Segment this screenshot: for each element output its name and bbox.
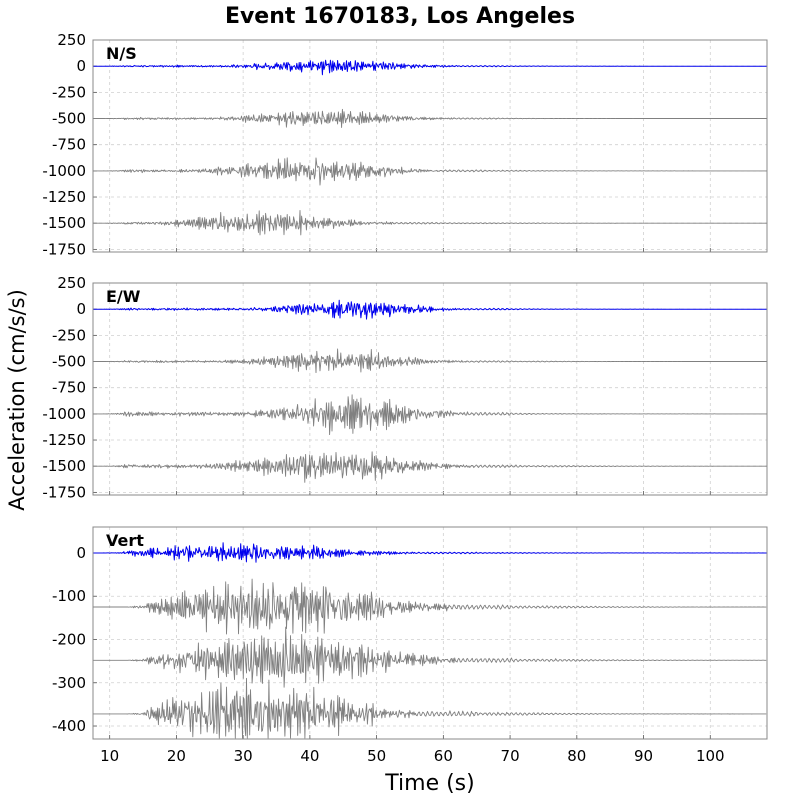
y-tick-label: 0 <box>76 300 86 318</box>
x-tick-label: 70 <box>501 747 520 765</box>
x-tick-label: 80 <box>567 747 586 765</box>
y-tick-label: 0 <box>76 57 86 75</box>
x-tick-label: 60 <box>434 747 453 765</box>
y-tick-label: -750 <box>52 379 86 397</box>
seismic-trace-secondary <box>93 157 767 186</box>
plot-frame <box>92 39 768 253</box>
y-tick-label: -250 <box>52 326 86 344</box>
plot-frame <box>92 526 768 740</box>
x-tick-label: 90 <box>634 747 653 765</box>
seismic-trace-secondary <box>93 578 767 635</box>
y-axis-label: Acceleration (cm/s/s) <box>5 289 29 511</box>
x-tick-label: 20 <box>167 747 186 765</box>
y-tick-label: -500 <box>52 110 86 128</box>
panel-n-s: 250 0 -250 -500 -750 -1000 -1250 -1500 -1750 N/S <box>42 31 768 258</box>
y-tick-label: -1500 <box>42 214 86 232</box>
y-tick-label: -1750 <box>42 240 86 258</box>
seismic-trace-primary <box>93 59 767 76</box>
seismic-trace-secondary <box>93 626 767 688</box>
seismic-trace-secondary <box>93 108 767 128</box>
panel-label: E/W <box>106 287 141 306</box>
x-tick-label: 10 <box>100 747 119 765</box>
panel-e-w: 250 0 -250 -500 -750 -1000 -1250 -1500 -1750 E/W <box>42 274 768 501</box>
y-tick-label: -750 <box>52 136 86 154</box>
y-tick-label: -1250 <box>42 188 86 206</box>
x-tick-label: 50 <box>367 747 386 765</box>
y-tick-label: -500 <box>52 353 86 371</box>
plot-area <box>93 283 767 495</box>
y-tick-label: 250 <box>57 31 86 49</box>
panel-label: N/S <box>106 44 137 63</box>
y-tick-label: -200 <box>52 630 86 648</box>
chart-title: Event 1670183, Los Angeles <box>225 4 575 29</box>
x-tick-label: 100 <box>696 747 725 765</box>
y-tick-label: 0 <box>76 544 86 562</box>
y-tick-label: -100 <box>52 587 86 605</box>
seismic-trace-primary <box>93 542 767 563</box>
x-axis-label: Time (s) <box>384 771 474 796</box>
plot-area <box>93 40 767 252</box>
plot-frame <box>92 282 768 496</box>
seismic-trace-secondary <box>93 677 767 739</box>
y-tick-label: -1000 <box>42 405 86 423</box>
y-tick-label: -300 <box>52 674 86 692</box>
seismic-trace-primary <box>93 299 767 320</box>
y-tick-label: -400 <box>52 717 86 735</box>
y-tick-label: -250 <box>52 83 86 101</box>
seismic-trace-secondary <box>93 210 767 236</box>
y-tick-label: -1750 <box>42 483 86 501</box>
panels-group: 2500-250-500-750-1000-1250-1500-1750N/S2… <box>42 31 768 765</box>
panel-label: Vert <box>106 531 144 550</box>
y-tick-label: -1500 <box>42 457 86 475</box>
seismic-trace-secondary <box>93 451 767 483</box>
x-tick-label: 30 <box>234 747 253 765</box>
panel-vert: 10 20 30 40 50 60 70 80 90 100 0 -100 -200 -300 -400 Ve… <box>52 526 768 765</box>
seismic-trace-secondary <box>93 394 767 436</box>
y-tick-label: 250 <box>57 274 86 292</box>
y-tick-label: -1250 <box>42 431 86 449</box>
x-tick-label: 40 <box>300 747 319 765</box>
y-tick-label: -1000 <box>42 162 86 180</box>
plot-area <box>93 527 767 739</box>
seismic-trace-secondary <box>93 348 767 374</box>
